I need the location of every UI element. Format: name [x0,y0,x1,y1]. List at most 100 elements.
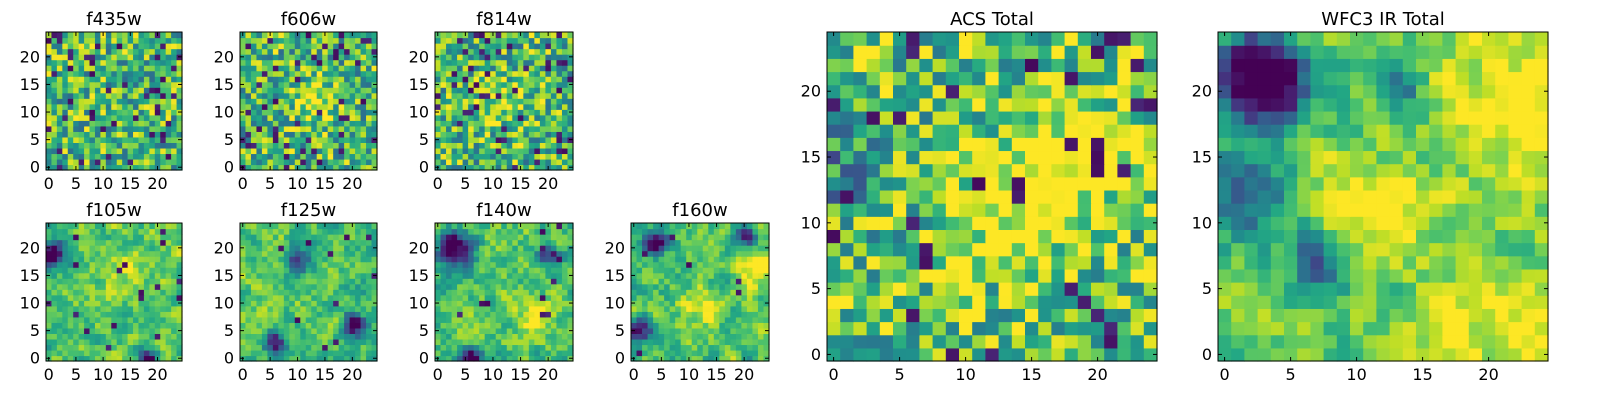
heatmap-cell [567,305,574,312]
heatmap-cell [176,32,183,39]
heatmap-cell [256,164,263,171]
heatmap-cell [366,228,373,235]
heatmap-cell [305,289,312,296]
heatmap-cell [1091,242,1105,257]
heatmap-cell [278,114,285,121]
heatmap-cell [56,267,63,274]
heatmap-cell [1091,321,1105,336]
heatmap-cell [490,153,497,160]
heatmap-cell [462,327,469,334]
heatmap-cell [149,355,156,362]
heatmap-cell [490,322,497,329]
heatmap-cell [675,311,682,318]
heatmap-cell [154,289,161,296]
heatmap-cell [138,234,145,241]
heatmap-cell [154,54,161,61]
heatmap-cell [462,103,469,110]
heatmap-cell [446,48,453,55]
heatmap-cell [67,316,74,323]
heatmap-cell [484,59,491,66]
heatmap-cell [62,261,69,268]
heatmap-cell [311,43,318,50]
heatmap-cell [664,338,671,346]
heatmap-cell [327,223,334,230]
heatmap-cell [311,322,318,329]
heatmap-cell [133,103,140,110]
heatmap-cell [94,333,101,340]
heatmap-cell [757,272,765,279]
heatmap-cell [67,256,74,263]
heatmap-cell [440,54,447,61]
heatmap-cell [143,272,150,279]
heatmap-cell [490,43,497,50]
heatmap-cell [316,153,323,160]
heatmap-cell [468,147,475,155]
heatmap-cell [512,81,519,88]
heatmap-cell [149,92,156,99]
heatmap-cell [89,125,96,132]
heatmap-cell [267,349,274,357]
heatmap-cell [746,305,754,312]
heatmap-cell [160,355,167,362]
heatmap-cell [84,294,91,301]
heatmap-cell [56,43,63,50]
heatmap-cell [730,283,737,290]
heatmap-cell [133,48,140,55]
heatmap-cell [171,48,178,55]
heatmap-cell [1051,295,1066,309]
heatmap-cell [371,59,378,66]
heatmap-cell [435,153,442,160]
heatmap-cell [556,158,563,166]
heatmap-cell [78,239,85,246]
heatmap-cell [501,103,508,110]
heatmap-cell [89,283,96,290]
heatmap-cell [111,311,118,318]
heatmap-cell [143,109,150,116]
heatmap-cell [267,300,274,307]
heatmap-cell [440,250,447,257]
heatmap-cell [305,54,312,61]
heatmap-cell [360,153,367,160]
heatmap-cell [451,103,458,110]
heatmap-cell [278,54,285,61]
heatmap-cell [46,120,53,127]
heatmap-cell [501,43,508,50]
heatmap-cell [300,278,307,285]
heatmap-cell [171,289,178,296]
heatmap-cell [653,223,660,230]
heatmap-cell [176,76,183,83]
heatmap-cell [484,327,491,334]
heatmap-cell [506,142,513,149]
heatmap-cell [316,316,323,323]
heatmap-cell [105,70,112,77]
heatmap-cell [171,131,178,138]
heatmap-cell [165,98,172,105]
heatmap-cell [261,87,268,94]
heatmap-cell [149,158,156,166]
heatmap-cell [160,37,167,44]
heatmap-cell [446,344,453,351]
heatmap-cell [160,81,167,88]
heatmap-cell [360,81,367,88]
heatmap-cell [327,234,334,241]
heatmap-cell [322,59,329,66]
heatmap-cell [355,289,362,296]
heatmap-cell [435,70,442,77]
heatmap-cell [333,59,340,66]
heatmap-cell [932,282,947,296]
heatmap-cell [272,344,279,351]
heatmap-cell [741,250,748,257]
heatmap-cell [972,255,986,270]
heatmap-cell [985,176,1000,191]
heatmap-cell [567,92,574,99]
heatmap-cell [338,125,345,132]
heatmap-cell [289,278,296,285]
heatmap-cell [327,48,334,55]
heatmap-cell [757,349,765,357]
heatmap-cell [919,308,934,323]
heatmap-cell [484,272,491,279]
heatmap-cell [316,109,323,116]
heatmap-cell [267,294,274,301]
heatmap-cell [305,153,312,160]
heatmap-cell [51,261,58,268]
